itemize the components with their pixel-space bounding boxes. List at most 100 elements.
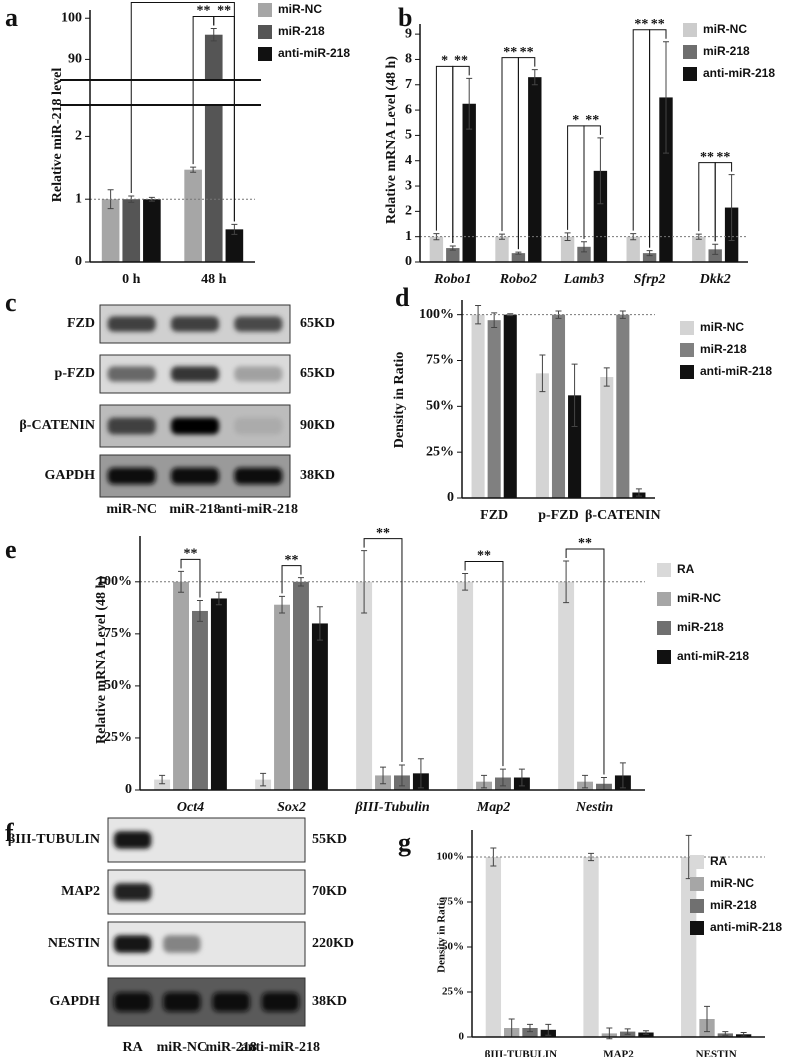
y-tick-label: 0: [125, 782, 132, 797]
error-bar: [380, 766, 387, 785]
y-axis-title: Relative miR-218 level: [50, 68, 65, 203]
bar: [600, 377, 614, 498]
panel-letter: g: [398, 828, 411, 857]
error-bar: [159, 774, 166, 785]
panel-letter: d: [395, 283, 410, 312]
blot-size-label: 38KD: [312, 994, 347, 1009]
blot-band: [107, 467, 156, 485]
y-tick-label: 3: [405, 178, 412, 193]
y-tick-label: 4: [405, 153, 412, 168]
legend-label: anti-miR-218: [700, 364, 772, 378]
x-tick-label: MAP2: [603, 1049, 634, 1057]
y-tick-label: 75%: [442, 896, 464, 908]
panel-letter: f: [5, 818, 14, 847]
error-bar: [582, 774, 589, 789]
error-bar: [531, 69, 538, 86]
y-axis-title: Relative mRNA Level (48 h): [94, 576, 109, 744]
legend-label: miR-218: [710, 898, 757, 912]
significance-label: **: [578, 536, 592, 551]
legend-label: miR-NC: [700, 320, 744, 334]
y-tick-label: 25%: [442, 986, 464, 998]
blot-band: [234, 316, 283, 332]
bar: [356, 581, 373, 790]
x-tick-label: Sfrp2: [634, 272, 666, 287]
y-tick-label: 1: [405, 229, 412, 244]
error-bar: [722, 1031, 729, 1036]
error-bar: [545, 1023, 552, 1036]
legend-swatch: [690, 877, 704, 891]
blot-size-label: 65KD: [300, 316, 335, 331]
significance-bracket: [464, 560, 504, 767]
y-tick-label: 100%: [97, 574, 132, 589]
bar: [511, 253, 526, 262]
bar: [225, 229, 244, 262]
error-bar: [642, 1030, 649, 1035]
significance-bracket: [517, 57, 536, 250]
significance-bracket: [363, 538, 403, 763]
bar: [192, 610, 208, 790]
legend-label: miR-218: [700, 342, 747, 356]
significance-label: *: [572, 113, 579, 128]
y-axis-title: Density in Ratio: [436, 897, 448, 973]
legend-swatch: [683, 67, 697, 81]
blot-row-label: NESTIN: [48, 936, 100, 951]
bar: [101, 199, 120, 262]
legend-label: anti-miR-218: [278, 46, 350, 60]
bar: [558, 581, 575, 790]
y-tick-label: 6: [405, 102, 412, 117]
bar: [616, 314, 630, 498]
bar: [535, 373, 549, 498]
bar: [692, 236, 706, 262]
error-bar: [260, 772, 267, 787]
legend-swatch: [683, 45, 697, 59]
error-bar: [624, 1028, 631, 1035]
legend-label: miR-218: [677, 620, 724, 634]
bar: [551, 314, 566, 498]
y-tick-label: 2: [75, 129, 82, 144]
error-bar: [740, 1032, 747, 1037]
significance-bracket: [501, 57, 519, 250]
significance-label: **: [176, 0, 190, 5]
y-tick-label: 75%: [426, 353, 454, 368]
significance-bracket: [632, 29, 651, 248]
bar: [184, 169, 202, 262]
blot-row-label: p-FZD: [55, 366, 95, 381]
y-tick-label: 9: [405, 26, 412, 41]
y-tick-label: 0: [405, 254, 412, 269]
bar: [471, 314, 485, 498]
bar: [485, 857, 502, 1037]
error-bar: [564, 232, 571, 241]
legend-label: miR-NC: [677, 591, 721, 605]
blot-size-label: 38KD: [300, 468, 335, 483]
error-bar: [515, 251, 522, 255]
y-tick-label: 90: [68, 52, 82, 67]
y-tick-label: 0: [459, 1031, 465, 1043]
significance-label: **: [376, 526, 390, 541]
significance-label: **: [196, 4, 210, 19]
error-bar: [588, 852, 595, 862]
error-bar: [279, 595, 286, 614]
x-tick-label: β-CATENIN: [585, 508, 661, 523]
legend-swatch: [680, 343, 694, 357]
error-bar: [563, 560, 570, 604]
y-axis-title: Density in Ratio: [392, 352, 407, 448]
significance-label: **: [217, 4, 231, 19]
legend-swatch: [690, 899, 704, 913]
y-tick-label: 100%: [419, 307, 454, 322]
y-tick-label: 1: [75, 191, 82, 206]
error-bar: [597, 137, 604, 205]
error-bar: [704, 1005, 711, 1033]
blot-band: [170, 467, 220, 485]
bar: [583, 857, 599, 1037]
bar: [462, 103, 476, 263]
x-tick-label: Robo1: [433, 272, 471, 287]
bar: [154, 779, 171, 790]
error-bar: [215, 591, 222, 606]
legend-swatch: [683, 23, 697, 37]
error-bar: [398, 764, 405, 787]
blot-band: [170, 316, 220, 332]
panel-letter: e: [5, 535, 17, 564]
error-bar: [481, 774, 488, 789]
y-tick-label: 8: [405, 52, 412, 67]
